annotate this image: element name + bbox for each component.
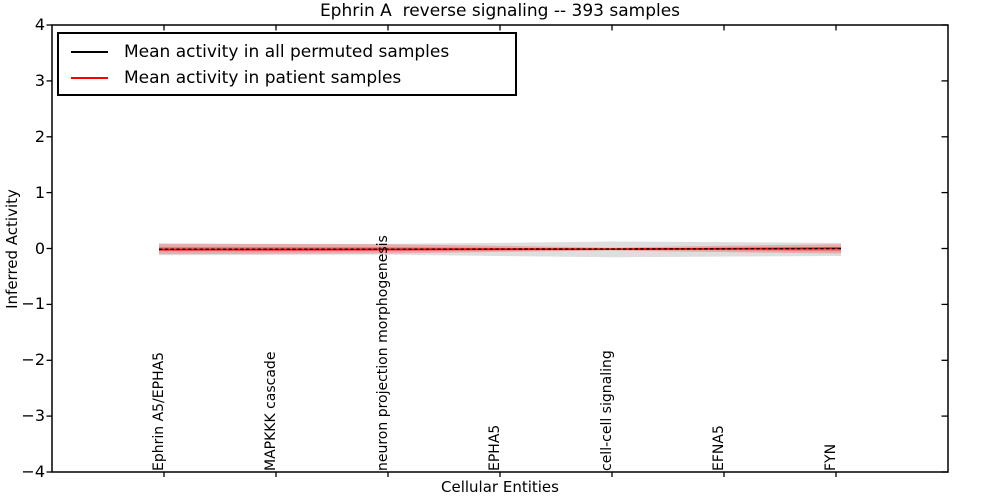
chart-title: Ephrin A reverse signaling -- 393 sample… <box>319 1 681 21</box>
x-tick-label: cell-cell signaling <box>599 350 615 471</box>
y-tick-label: 3 <box>34 71 45 90</box>
legend-line-patient <box>71 77 108 79</box>
legend-entry-patient: Mean activity in patient samples <box>59 65 515 91</box>
x-tick-label: EFNA5 <box>711 425 727 471</box>
x-tick-label: MAPKKK cascade <box>263 351 279 471</box>
x-axis-label: Cellular Entities <box>441 478 559 496</box>
y-tick-label: 0 <box>34 239 45 258</box>
y-tick-label: −2 <box>21 350 45 369</box>
legend-line-permuted <box>71 51 108 53</box>
y-tick-label: 2 <box>34 127 45 146</box>
y-tick-label: −3 <box>21 406 45 425</box>
x-tick-label: neuron projection morphogenesis <box>375 235 391 471</box>
permuted-mean-line <box>159 247 841 250</box>
legend: Mean activity in all permuted samples Me… <box>57 32 517 96</box>
legend-label-permuted: Mean activity in all permuted samples <box>124 42 450 62</box>
y-tick-label: −1 <box>21 294 45 313</box>
legend-label-patient: Mean activity in patient samples <box>124 68 402 88</box>
y-tick-label: 1 <box>34 183 45 202</box>
x-tick-label: FYN <box>823 443 839 471</box>
y-tick-label: −4 <box>21 462 45 481</box>
y-tick-label: 4 <box>34 15 45 34</box>
legend-entry-permuted: Mean activity in all permuted samples <box>59 39 515 65</box>
x-tick-label: EPHA5 <box>487 424 503 471</box>
x-tick-label: Ephrin A5/EPHA5 <box>151 351 167 471</box>
